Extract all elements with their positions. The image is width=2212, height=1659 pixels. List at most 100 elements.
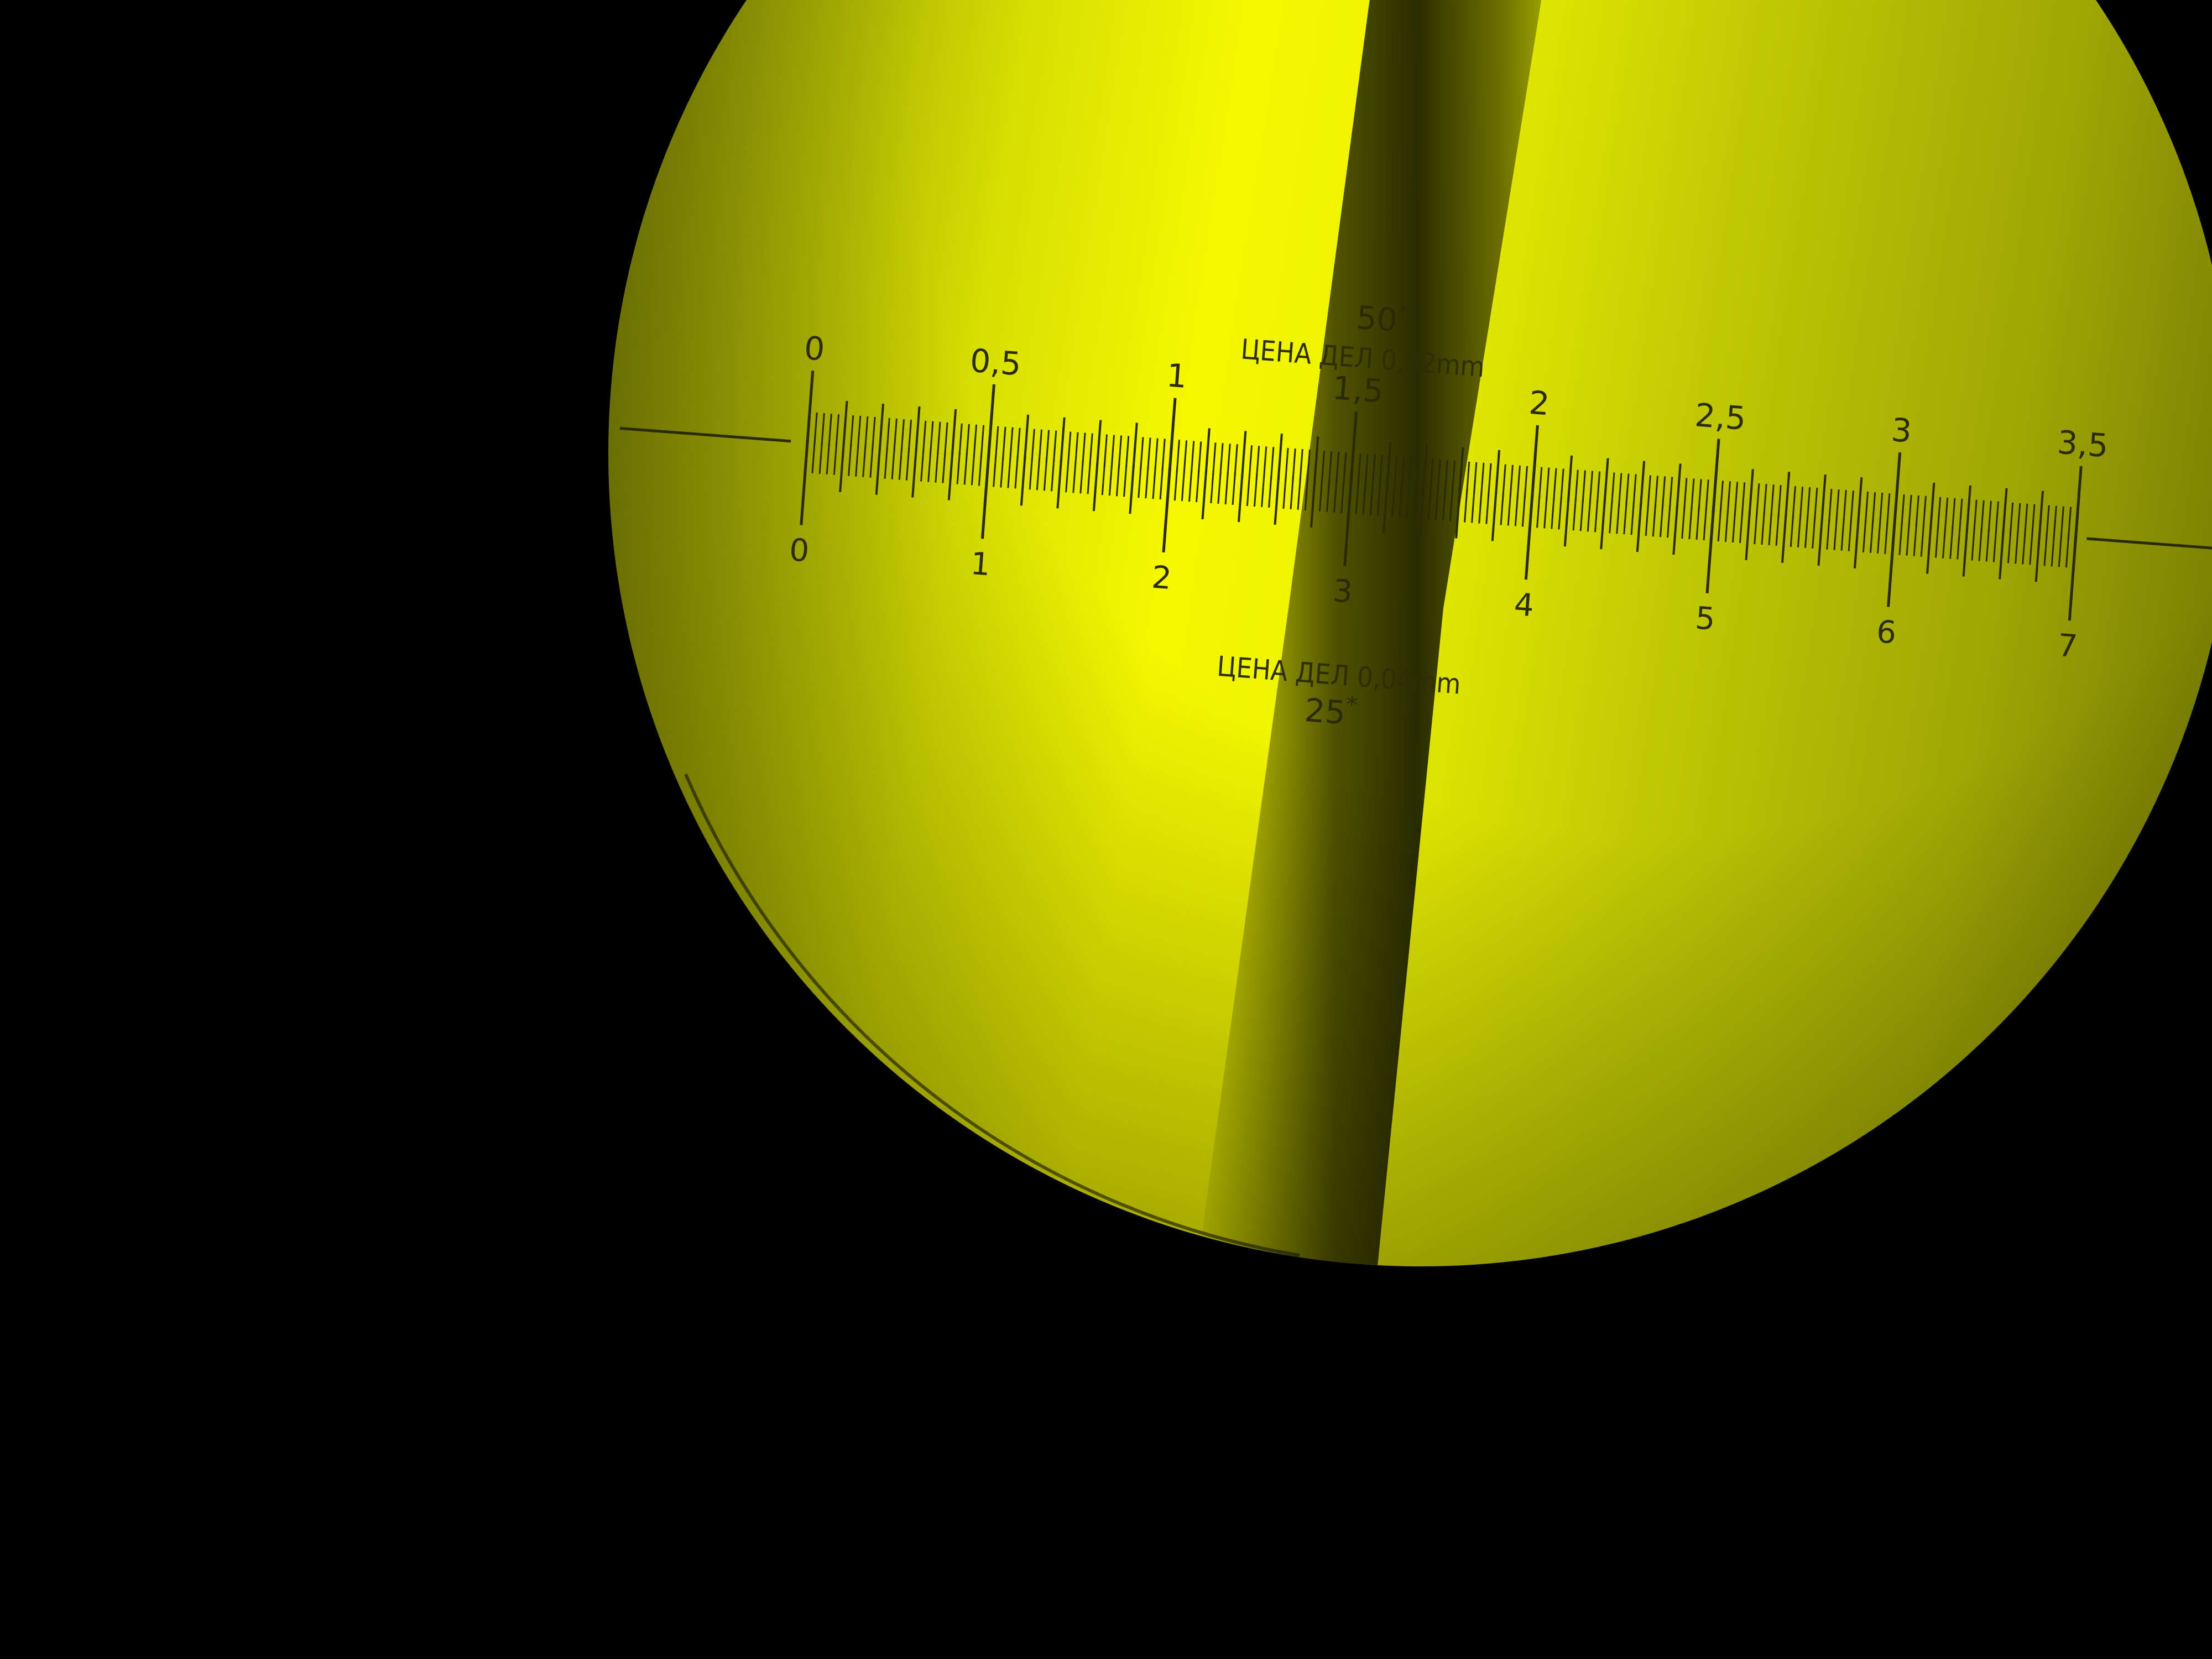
lower-scale-label: 4	[1513, 587, 1535, 624]
lower-scale-tick	[1739, 510, 1744, 544]
upper-scale-tick	[1089, 433, 1093, 466]
lower-scale-tick	[956, 451, 961, 484]
upper-scale-tick	[1393, 456, 1398, 489]
upper-scale-tick	[1045, 430, 1050, 463]
upper-scale-tick	[806, 371, 815, 445]
upper-scale-tick	[2031, 504, 2036, 537]
upper-scale-tick	[1335, 451, 1340, 485]
upper-scale-tick	[1002, 426, 1006, 460]
upper-scale-label: 0	[803, 329, 826, 368]
upper-scale-tick	[1850, 490, 1854, 524]
upper-scale-tick	[1893, 452, 1902, 526]
lower-scale-tick	[1962, 527, 1969, 577]
lower-scale-tick	[1129, 465, 1135, 514]
upper-scale-tick	[1154, 438, 1159, 471]
lower-scale-tick	[1173, 468, 1178, 501]
lower-scale-tick	[1376, 483, 1381, 516]
upper-scale-tick	[1973, 499, 1978, 533]
upper-scale-tick	[1488, 463, 1492, 496]
upper-scale-tick	[1364, 453, 1369, 487]
lower-scale-tick	[1536, 495, 1541, 528]
lower-scale-tick	[1455, 489, 1461, 539]
lower-scale-label: 7	[2057, 628, 2079, 665]
upper-scale-tick	[849, 415, 854, 448]
lower-scale-tick	[1812, 515, 1816, 549]
upper-scale-tick	[994, 426, 999, 459]
lower-scale-tick	[1043, 458, 1048, 491]
lower-scale-tick	[1092, 462, 1099, 512]
lower-scale-tick	[1340, 480, 1345, 513]
upper-scale-tick	[1095, 420, 1102, 467]
lower-scale-tick	[1579, 498, 1584, 531]
upper-scale-tick	[1509, 465, 1514, 498]
upper-scale-tick	[1444, 460, 1448, 493]
reticle-tick-marks	[800, 371, 2083, 621]
upper-scale-tick	[893, 418, 898, 451]
lower-scale-tick	[1138, 465, 1142, 498]
lower-scale-tick	[1681, 506, 1686, 539]
upper-scale-tick	[1654, 476, 1658, 509]
lower-scale-tick	[1471, 490, 1475, 523]
lower-scale-tick	[1210, 471, 1214, 504]
lower-scale-tick	[1196, 469, 1200, 503]
lower-scale-tick	[1672, 505, 1678, 555]
upper-scale-tick	[1451, 460, 1456, 493]
lower-scale-tick	[1652, 504, 1657, 537]
upper-scale-tick	[1379, 455, 1383, 488]
lower-scale-tick	[1616, 501, 1620, 534]
lower-scale-tick	[1491, 492, 1498, 541]
lower-scale-tick	[1485, 491, 1490, 524]
lower-scale-tick	[1551, 496, 1555, 529]
lower-scale-tick	[1761, 512, 1765, 545]
lower-scale-tick	[1318, 478, 1323, 512]
lower-scale-tick	[1123, 464, 1128, 497]
lower-scale-tick	[2015, 531, 2019, 564]
upper-scale-tick	[1430, 458, 1434, 492]
upper-scale-tick	[1820, 474, 1827, 521]
lower-scale-tick	[1464, 489, 1468, 523]
lower-scale-tick	[1521, 494, 1526, 527]
lower-scale-tick	[839, 442, 845, 492]
lower-scale-tick	[1418, 486, 1425, 536]
upper-scale-tick	[1944, 497, 1949, 530]
upper-scale-tick	[1074, 432, 1079, 465]
upper-scale-tick	[1785, 472, 1791, 519]
lower-scale-tick	[1274, 475, 1280, 525]
upper-scale-tick	[1959, 498, 1963, 531]
lower-scale-tick	[1507, 493, 1512, 526]
upper-scale-tick	[2060, 506, 2064, 539]
upper-scale-tick	[922, 420, 927, 453]
upper-scale-tick	[958, 423, 963, 456]
lower-scale-tick	[1224, 472, 1229, 505]
upper-scale-tick	[987, 384, 995, 458]
lower-scale-tick	[1020, 456, 1026, 506]
upper-scale-tick	[966, 424, 970, 457]
upper-scale-tick	[1835, 489, 1840, 523]
lower-scale-tick	[1333, 479, 1338, 513]
upper-scale-tick	[1400, 456, 1405, 489]
upper-scale-tick	[915, 406, 921, 453]
lower-scale-tick	[927, 449, 932, 482]
upper-scale-tick	[1183, 440, 1188, 473]
upper-scale-tick	[1371, 454, 1376, 487]
upper-scale-tick	[1357, 453, 1361, 486]
upper-scale-tick	[1639, 461, 1646, 508]
lower-scale-tick	[1797, 514, 1802, 547]
upper-scale-tick	[1864, 491, 1869, 524]
upper-scale-labels: 0 0,5 1 1,5 2 2,5 3 3,5	[803, 329, 2110, 465]
upper-scale-tick	[1176, 440, 1181, 473]
upper-scale-tick	[1668, 477, 1673, 510]
upper-scale-tick	[1262, 446, 1267, 479]
lower-scale-tick	[1261, 474, 1265, 508]
lower-scale-tick	[1101, 462, 1106, 495]
upper-scale-tick	[1212, 442, 1217, 476]
upper-scale-tick	[1408, 457, 1412, 490]
upper-scale-tick	[1277, 434, 1283, 481]
upper-scale-tick	[1147, 437, 1151, 471]
upper-scale-label: 1,5	[1331, 369, 1385, 410]
upper-scale-tick	[2002, 488, 2008, 535]
upper-scale-tick	[1625, 473, 1630, 507]
lower-scale-tick	[1920, 524, 1925, 557]
lower-scale-tick	[978, 453, 983, 486]
